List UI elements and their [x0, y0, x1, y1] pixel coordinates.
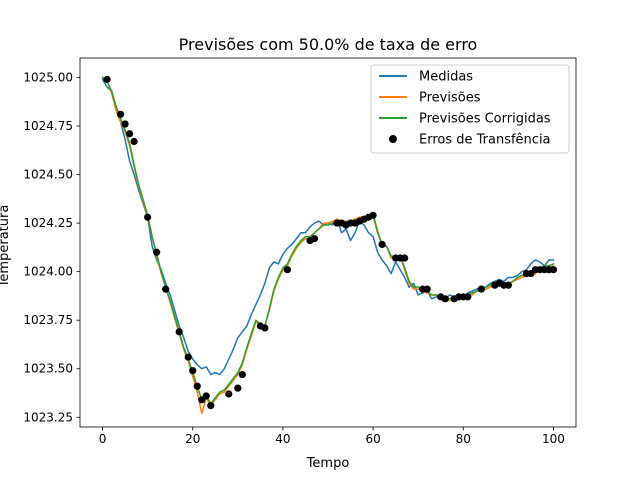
error-point — [378, 240, 386, 249]
error-point — [549, 266, 558, 274]
error-point — [423, 285, 431, 293]
error-point — [153, 248, 161, 256]
legend: Medidas Previsões Previsões Corrigidas Erro… — [370, 64, 570, 154]
plot-area — [101, 75, 558, 415]
error-point — [441, 295, 449, 303]
y-tick-label: 1024.50 — [23, 168, 73, 182]
y-tick-label: 1025.00 — [23, 70, 73, 84]
error-point — [162, 285, 170, 293]
x-tick-label: 20 — [185, 432, 200, 446]
error-point — [121, 120, 129, 128]
error-point — [369, 211, 377, 219]
error-point — [310, 235, 319, 243]
y-axis-label: Temperatura — [0, 205, 12, 289]
error-point — [189, 367, 197, 375]
y-tick-label: 1023.50 — [23, 362, 73, 376]
error-point — [261, 324, 269, 332]
x-tick-label: 40 — [275, 432, 290, 446]
chart-title: Previsões com 50.0% de taxa de erro — [179, 35, 478, 54]
plot-series-group — [101, 75, 558, 415]
error-point — [116, 110, 125, 118]
error-point — [283, 266, 292, 274]
error-point — [103, 75, 111, 83]
y-tick-label: 1023.25 — [23, 410, 73, 424]
error-point — [184, 353, 192, 361]
y-tick-label: 1024.75 — [23, 119, 73, 133]
plot-frame — [79, 57, 577, 428]
error-point — [144, 213, 152, 221]
error-point — [175, 328, 183, 336]
y-tick-label: 1024.25 — [23, 216, 73, 230]
y-tick-label: 1023.75 — [23, 313, 73, 327]
error-point — [401, 254, 409, 262]
error-point — [477, 285, 485, 293]
error-point — [225, 390, 233, 398]
error-point — [126, 130, 134, 138]
axes: 0 20 40 60 80 100 1023.25 1023.50 1023.75 1024.00… — [23, 57, 577, 446]
legend-box — [370, 64, 570, 154]
legend-label: Previsões Corrigidas — [419, 112, 551, 127]
x-tick-label: 100 — [542, 432, 565, 446]
error-point — [202, 392, 210, 400]
x-tick-label: 80 — [456, 432, 471, 446]
legend-label: Medidas — [419, 70, 473, 85]
error-point — [464, 293, 472, 301]
error-point — [504, 281, 512, 289]
error-point — [193, 382, 201, 390]
y-tick-label: 1024.00 — [23, 265, 73, 279]
x-axis-label: Tempo — [306, 456, 350, 471]
error-point — [207, 402, 215, 410]
legend-label: Erros de Transfência — [419, 133, 551, 148]
x-tick-label: 0 — [99, 432, 107, 446]
legend-label: Previsões — [419, 91, 481, 106]
error-point — [130, 137, 138, 146]
error-point — [238, 370, 246, 379]
x-tick-label: 60 — [365, 432, 380, 446]
legend-marker-swatch — [389, 135, 397, 143]
error-point — [234, 384, 242, 392]
